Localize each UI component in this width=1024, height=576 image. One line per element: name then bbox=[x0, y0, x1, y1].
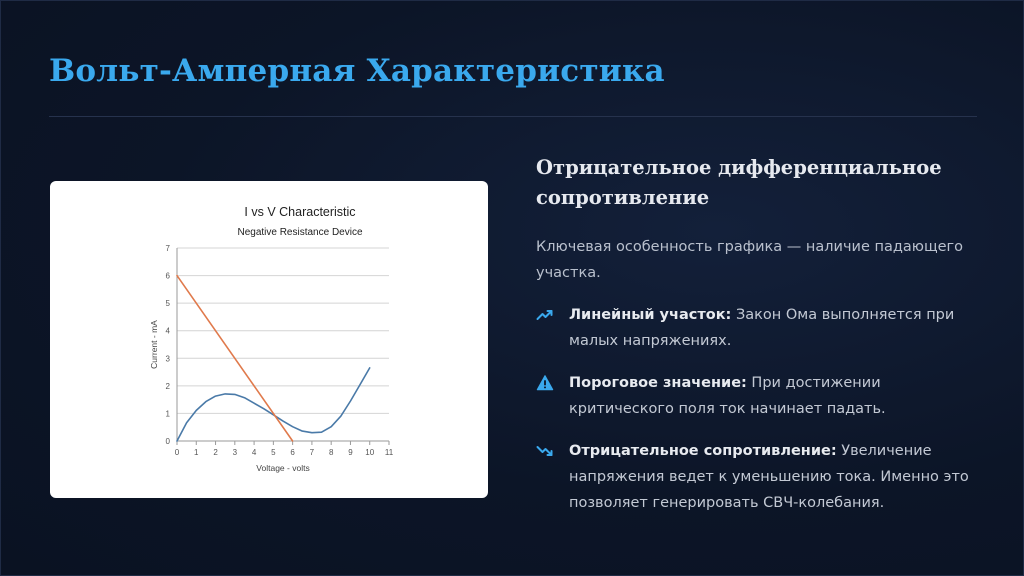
y-tick-label: 2 bbox=[166, 382, 171, 391]
trend-up-icon bbox=[536, 310, 553, 320]
x-tick-label: 9 bbox=[348, 448, 353, 457]
item-text: Закон Ома выполняется при малых напряжен… bbox=[569, 307, 955, 349]
item-label: Линейный участок: bbox=[569, 307, 732, 323]
warning-icon bbox=[536, 375, 554, 391]
page-title: Вольт-Амперная Характеристика bbox=[49, 53, 665, 89]
y-tick-label: 3 bbox=[166, 354, 171, 363]
x-tick-label: 3 bbox=[233, 448, 238, 457]
list-item-negative-resistance: Отрицательное сопротивление: Увеличение … bbox=[536, 438, 976, 516]
y-tick-label: 6 bbox=[166, 272, 171, 281]
chart-subtitle: Negative Resistance Device bbox=[237, 227, 362, 238]
x-tick-label: 5 bbox=[271, 448, 276, 457]
item-label: Пороговое значение: bbox=[569, 375, 747, 391]
trend-down-icon bbox=[536, 446, 553, 456]
y-tick-label: 4 bbox=[166, 327, 171, 336]
list-item-linear: Линейный участок: Закон Ома выполняется … bbox=[536, 302, 976, 354]
series-line-0 bbox=[176, 367, 371, 442]
x-tick-label: 2 bbox=[213, 448, 218, 457]
content-panel: Отрицательное дифференциальное сопротивл… bbox=[536, 153, 976, 516]
x-tick-label: 1 bbox=[194, 448, 199, 457]
item-text: При достижении критического поля ток нач… bbox=[569, 375, 886, 417]
lead-text: Ключевая особенность графика — наличие п… bbox=[536, 239, 964, 281]
item-label: Отрицательное сопротивление: bbox=[569, 443, 837, 459]
x-tick-label: 8 bbox=[329, 448, 334, 457]
y-tick-label: 7 bbox=[166, 244, 171, 253]
x-tick-label: 0 bbox=[175, 448, 180, 457]
item-text: Увеличение напряжения ведет к уменьшению… bbox=[569, 443, 969, 511]
series-line-1 bbox=[176, 274, 294, 442]
iv-chart: 0 1 2 3 4 5 6 7 0 1 2 3 4 5 6 7 8 9 10 11 I vs V Characteris… bbox=[149, 205, 394, 473]
y-tick-label: 5 bbox=[166, 299, 171, 308]
list-item-threshold: Пороговое значение: При достижении крити… bbox=[536, 370, 976, 422]
x-axis-label: Voltage - volts bbox=[256, 463, 309, 473]
y-axis-label: Current - mA bbox=[149, 320, 159, 369]
x-tick-label: 4 bbox=[252, 448, 257, 457]
title-divider bbox=[49, 116, 977, 117]
chart-title: I vs V Characteristic bbox=[244, 205, 355, 219]
section-heading: Отрицательное дифференциальное сопротивл… bbox=[536, 156, 942, 209]
y-tick-label: 0 bbox=[166, 437, 171, 446]
y-tick-label: 1 bbox=[166, 409, 171, 418]
x-tick-label: 6 bbox=[290, 448, 295, 457]
chart-card: 0 1 2 3 4 5 6 7 0 1 2 3 4 5 6 7 8 9 10 11 I vs V Characteris… bbox=[50, 181, 488, 498]
x-tick-label: 7 bbox=[310, 448, 315, 457]
x-tick-label: 11 bbox=[385, 448, 394, 457]
x-tick-label: 10 bbox=[365, 448, 374, 457]
